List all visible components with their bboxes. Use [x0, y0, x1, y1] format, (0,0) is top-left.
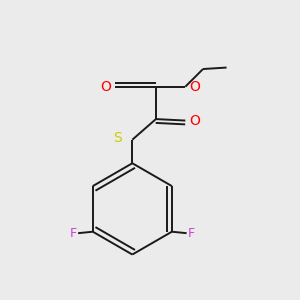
- Text: S: S: [113, 131, 122, 145]
- Text: F: F: [70, 227, 76, 240]
- Text: O: O: [189, 114, 200, 128]
- Text: O: O: [189, 80, 200, 94]
- Text: O: O: [100, 80, 111, 94]
- Text: F: F: [188, 227, 195, 240]
